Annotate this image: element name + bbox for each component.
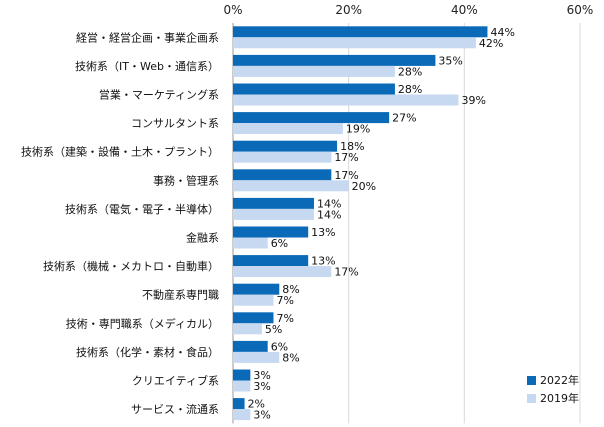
category-label: 技術系（IT・Web・通信系）: [75, 60, 219, 73]
data-label: 7%: [276, 312, 293, 325]
bar: [233, 369, 251, 381]
legend-swatch: [527, 376, 536, 385]
data-label: 8%: [282, 351, 299, 364]
value-labels: 44%42%35%28%28%39%27%19%18%17%17%20%14%1…: [248, 26, 515, 422]
data-label: 20%: [352, 180, 376, 193]
bar: [233, 112, 390, 124]
data-label: 14%: [317, 197, 341, 210]
x-tick-label: 20%: [335, 3, 362, 17]
data-label: 14%: [317, 208, 341, 221]
bar: [233, 83, 395, 95]
data-label: 17%: [334, 169, 358, 182]
data-label: 8%: [282, 283, 299, 296]
bar: [233, 340, 268, 352]
bar: [233, 94, 459, 106]
category-label: 技術系（機械・メカトロ・自動車）: [43, 259, 219, 273]
data-label: 3%: [253, 369, 270, 382]
bars: [233, 26, 488, 421]
x-tick-label: 0%: [223, 3, 242, 17]
bar: [233, 312, 274, 324]
data-label: 35%: [438, 54, 462, 67]
bar: [233, 351, 280, 363]
bar: [233, 226, 309, 238]
category-label: 営業・マーケティング系: [99, 88, 219, 102]
data-label: 7%: [276, 294, 293, 307]
data-label: 42%: [479, 37, 503, 50]
x-axis-ticks: 0% 20% 40% 60%: [223, 3, 593, 17]
bar: [233, 151, 332, 163]
legend-swatch: [527, 394, 536, 403]
data-label: 17%: [334, 151, 358, 164]
data-label: 5%: [265, 323, 282, 336]
legend-label: 2019年: [540, 391, 579, 405]
legend-label: 2022年: [540, 373, 579, 387]
bar: [233, 169, 332, 181]
bar: [233, 54, 436, 66]
category-label: サービス・流通系: [131, 402, 219, 416]
category-label: 金融系: [186, 231, 219, 245]
x-tick-label: 40%: [451, 3, 478, 17]
bar: [233, 283, 280, 295]
category-label: 技術系（電気・電子・半導体）: [65, 202, 219, 216]
bar: [233, 255, 309, 267]
data-label: 39%: [462, 94, 486, 107]
bar: [233, 123, 343, 135]
data-label: 28%: [398, 83, 422, 96]
data-label: 17%: [334, 266, 358, 279]
bar: [233, 323, 262, 335]
bar: [233, 294, 274, 306]
bar: [233, 237, 268, 249]
data-label: 28%: [398, 65, 422, 78]
category-label: 技術系（建築・設備・土木・プラント）: [21, 145, 219, 159]
category-label: 技術系（化学・素材・食品）: [76, 345, 219, 359]
bar: [233, 380, 251, 392]
bar: [233, 140, 338, 152]
category-label: コンサルタント系: [131, 117, 219, 130]
data-label: 13%: [311, 255, 335, 268]
data-label: 6%: [271, 340, 288, 353]
data-label: 2%: [248, 398, 265, 411]
bar: [233, 26, 488, 38]
data-label: 6%: [271, 237, 288, 250]
bar: [233, 65, 395, 77]
legend: 2022年 2019年: [527, 373, 579, 405]
category-label: 事務・管理系: [153, 173, 219, 187]
bar: [233, 208, 314, 220]
data-label: 3%: [253, 409, 270, 422]
bar: [233, 37, 476, 49]
data-label: 19%: [346, 123, 370, 136]
bar: [233, 409, 251, 421]
bar: [233, 180, 349, 192]
category-label: 不動産系専門職: [142, 288, 219, 302]
data-label: 44%: [490, 26, 514, 39]
category-label: 経営・経営企画・事業企画系: [76, 30, 219, 44]
x-tick-label: 60%: [567, 3, 594, 17]
bar: [233, 398, 245, 410]
data-label: 13%: [311, 226, 335, 239]
bar: [233, 266, 332, 278]
data-label: 3%: [253, 380, 270, 393]
data-label: 18%: [340, 140, 364, 153]
data-label: 27%: [392, 112, 416, 125]
category-label: 技術・専門職系（メディカル）: [66, 316, 219, 330]
bar: [233, 197, 314, 209]
category-label: クリエイティブ系: [132, 374, 219, 388]
